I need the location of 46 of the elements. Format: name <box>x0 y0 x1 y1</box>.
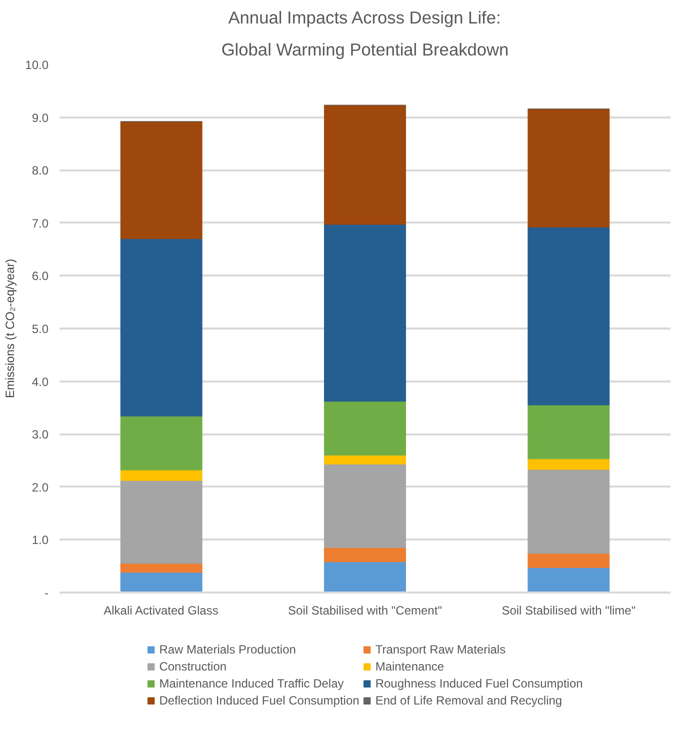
bar <box>324 104 406 225</box>
bar <box>120 121 202 239</box>
bar <box>324 454 406 464</box>
chart-subtitle: Global Warming Potential Breakdown <box>221 40 509 60</box>
bar <box>528 108 610 228</box>
x-tick-label: Soil Stabilised with "Cement" <box>288 604 442 618</box>
bar <box>120 470 202 481</box>
y-tick-label: 10.0 <box>25 58 49 72</box>
bar <box>120 238 202 416</box>
bar <box>120 416 202 470</box>
x-tick-label: Alkali Activated Glass <box>104 604 218 618</box>
bar <box>324 562 406 592</box>
chart-title: Annual Impacts Across Design Life: <box>228 8 501 28</box>
legend-label: Raw Materials Production <box>159 642 297 656</box>
bar <box>528 404 610 460</box>
bar <box>120 480 202 564</box>
y-tick-label: 5.0 <box>32 322 49 336</box>
legend-label: Roughness Induced Fuel Consumption <box>375 676 583 690</box>
y-tick-label: - <box>44 586 49 600</box>
legend-label: Deflection Induced Fuel Consumption <box>159 694 360 708</box>
bar <box>120 563 202 573</box>
legend-label: Maintenance Induced Traffic Delay <box>159 676 345 690</box>
bar <box>324 547 406 562</box>
bar <box>528 553 610 568</box>
bar <box>324 464 406 548</box>
y-tick-label: 1.0 <box>32 533 49 548</box>
bar <box>528 469 610 554</box>
y-axis-title: Emissions (t CO₂-eq/year) <box>3 258 18 398</box>
legend-label: Maintenance <box>375 660 446 674</box>
y-tick-label: 6.0 <box>32 269 49 284</box>
legend-label: End of Life Removal and Recycling <box>375 694 564 708</box>
legend-label: Construction <box>159 660 228 674</box>
x-tick-label: Soil Stabilised with "lime" <box>502 604 636 618</box>
bar <box>324 224 406 402</box>
y-tick-label: 4.0 <box>32 374 49 389</box>
bar <box>120 572 202 592</box>
bar <box>528 458 610 470</box>
y-tick-label: 7.0 <box>32 216 49 230</box>
legend-label: Transport Raw Materials <box>375 642 507 656</box>
bar <box>528 226 610 406</box>
bar <box>324 401 406 456</box>
y-tick-label: 9.0 <box>32 110 49 125</box>
y-tick-label: 8.0 <box>32 164 49 178</box>
y-tick-label: 2.0 <box>32 480 49 494</box>
bar <box>528 567 610 592</box>
y-tick-label: 3.0 <box>32 428 49 442</box>
